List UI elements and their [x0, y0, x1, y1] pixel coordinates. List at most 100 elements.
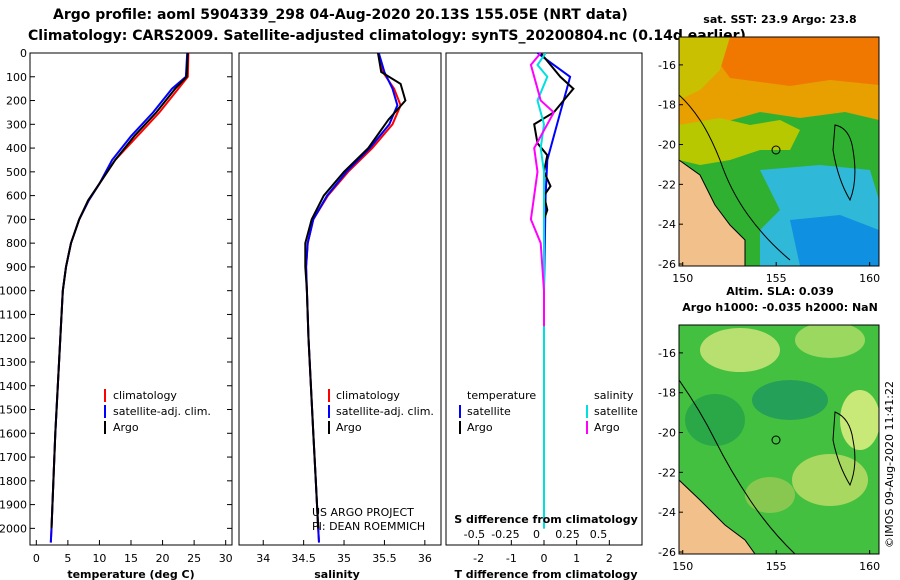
sla-frame	[678, 324, 880, 555]
legend-t-satellite: satellite	[467, 405, 511, 418]
map-y-tick-label: -16	[658, 59, 676, 72]
legend-argo: Argo	[113, 421, 139, 434]
series-t-satellite	[536, 53, 572, 529]
x-tick-label: -2	[473, 552, 484, 565]
sst-contour	[679, 94, 791, 261]
series-t-argo	[533, 53, 575, 529]
map-y-tick-label: -26	[658, 258, 676, 271]
legend-satellite-adj: satellite-adj. clim.	[113, 405, 211, 418]
y-tick-label: 1600	[0, 427, 27, 440]
x-tick-label: -1	[506, 552, 517, 565]
x-tick2-label: -0.5	[464, 528, 485, 541]
map-x-tick-label: 150	[672, 560, 693, 573]
t-difference-xlabel: T difference from climatology	[454, 568, 637, 580]
map-y-tick-label: -18	[658, 387, 676, 400]
sla-blob	[685, 394, 745, 446]
sla-blob	[745, 477, 795, 513]
x-tick-label: 34	[256, 552, 270, 565]
y-tick-label: 1700	[0, 451, 27, 464]
legend-salinity-title: salinity	[594, 389, 634, 402]
sla-argo-position	[771, 435, 781, 445]
sst-argo-position	[771, 145, 781, 155]
y-tick-label: 2000	[0, 522, 27, 535]
x-tick2-label: 0	[533, 528, 540, 541]
sst-label: sat. SST: 23.9 Argo: 23.8	[703, 13, 856, 26]
y-tick-label: 400	[6, 142, 27, 155]
map-y-tick-label: -24	[658, 506, 676, 519]
salinity-xlabel: salinity	[314, 568, 360, 580]
x-tick-label: 15	[124, 552, 138, 565]
y-tick-label: 1400	[0, 380, 27, 393]
map-x-tick-label: 150	[672, 272, 693, 285]
x-tick2-label: -0.25	[491, 528, 519, 541]
sla-blob	[752, 380, 828, 420]
project-line2: PI: DEAN ROEMMICH	[312, 520, 425, 533]
project-line1: US ARGO PROJECT	[312, 506, 414, 519]
x-tick2-label: 0.25	[555, 528, 580, 541]
x-tick-label: 0	[541, 552, 548, 565]
map-y-tick-label: -22	[658, 466, 676, 479]
map-y-tick-label: -16	[658, 347, 676, 360]
y-tick-label: 200	[6, 95, 27, 108]
temperature-frame	[29, 52, 233, 546]
sla-blob	[840, 390, 879, 450]
sst-map: sat. SST: 23.9 Argo: 23.8 150 155 160 -16 -1…	[658, 13, 880, 285]
y-tick-label: 500	[6, 166, 27, 179]
y-tick-label: 1300	[0, 356, 27, 369]
salinity-frame	[238, 52, 442, 546]
map-y-tick-label: -24	[658, 218, 676, 231]
salinity-legend: climatology satellite-adj. clim. Argo	[328, 389, 434, 434]
x-tick-label: 2	[606, 552, 613, 565]
x-tick-label: 35	[337, 552, 351, 565]
y-tick-label: 900	[6, 261, 27, 274]
sla-land	[679, 479, 756, 554]
legend-s-argo: Argo	[594, 421, 620, 434]
x-tick2-label: 0.5	[590, 528, 608, 541]
x-tick-label: 36	[418, 552, 432, 565]
legend-argo: Argo	[336, 421, 362, 434]
x-tick-label: 0	[33, 552, 40, 565]
y-tick-label: 1800	[0, 475, 27, 488]
series-argo	[50, 52, 189, 529]
sst-frame	[678, 36, 880, 267]
legend-temperature-title: temperature	[467, 389, 536, 402]
y-tick-label: 1500	[0, 404, 27, 417]
map-y-tick-label: -20	[658, 427, 676, 440]
legend-climatology: climatology	[113, 389, 177, 402]
altim-label1: Altim. SLA: 0.039	[726, 285, 833, 298]
temperature-panel: 0100200300400500600700800900100011001200…	[0, 47, 233, 580]
sla-reef-contour	[832, 411, 856, 487]
legend-s-satellite: satellite	[594, 405, 638, 418]
x-tick-label: 5	[64, 552, 71, 565]
y-tick-label: 1200	[0, 332, 27, 345]
differences-panel: -2 -1 0 1 2 -0.5 -0.25 0 0.25 0.5 S difference fr…	[445, 52, 643, 580]
sst-reef-contour	[832, 124, 856, 202]
salinity-panel: 34 34.5 35 35.5 36 salinity climatology sate…	[238, 52, 442, 580]
map-x-tick-label: 155	[766, 560, 787, 573]
x-tick-label: 10	[92, 552, 106, 565]
map-x-tick-label: 160	[859, 560, 880, 573]
y-tick-label: 0	[20, 47, 27, 60]
s-difference-label: S difference from climatology	[454, 513, 638, 526]
differences-legend: temperature satellite Argo salinity sate…	[459, 389, 638, 434]
x-tick-label: 35.5	[372, 552, 397, 565]
sst-cold-region	[790, 215, 879, 266]
sla-blob	[792, 454, 868, 506]
y-tick-label: 800	[6, 237, 27, 250]
sst-mid-region	[679, 118, 800, 165]
altim-label2: Argo h1000: -0.035 h2000: NaN	[682, 301, 878, 314]
title-line1: Argo profile: aoml 5904339_298 04-Aug-20…	[53, 7, 628, 23]
x-tick-label: 34.5	[291, 552, 316, 565]
legend-climatology: climatology	[336, 389, 400, 402]
y-tick-label: 100	[6, 71, 27, 84]
temperature-xlabel: temperature (deg C)	[67, 568, 194, 580]
sst-hot-region	[700, 37, 879, 86]
x-tick-label: 1	[573, 552, 580, 565]
series-satellite-adj-clim-	[49, 52, 189, 543]
x-tick-label: 25	[187, 552, 201, 565]
map-y-tick-label: -18	[658, 99, 676, 112]
series-argo	[304, 52, 407, 529]
sla-map: Altim. SLA: 0.039 Argo h1000: -0.035 h20…	[658, 285, 880, 573]
map-y-tick-label: -22	[658, 178, 676, 191]
